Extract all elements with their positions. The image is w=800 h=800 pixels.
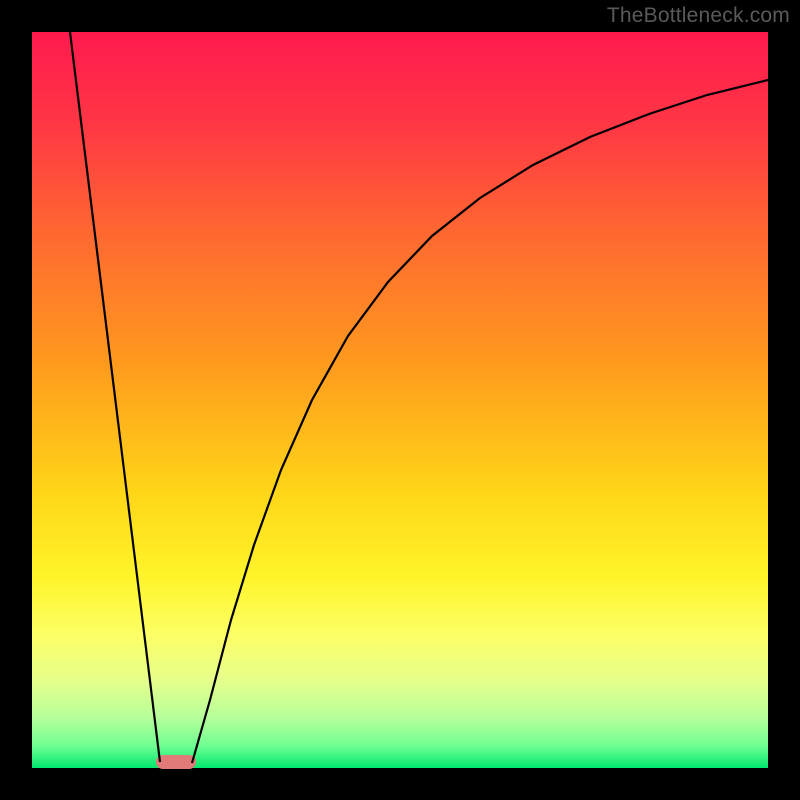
bottleneck-chart: TheBottleneck.com — [0, 0, 800, 800]
optimum-marker — [156, 755, 196, 769]
watermark-text: TheBottleneck.com — [607, 4, 790, 28]
plot-area — [32, 32, 768, 768]
chart-svg — [0, 0, 800, 800]
